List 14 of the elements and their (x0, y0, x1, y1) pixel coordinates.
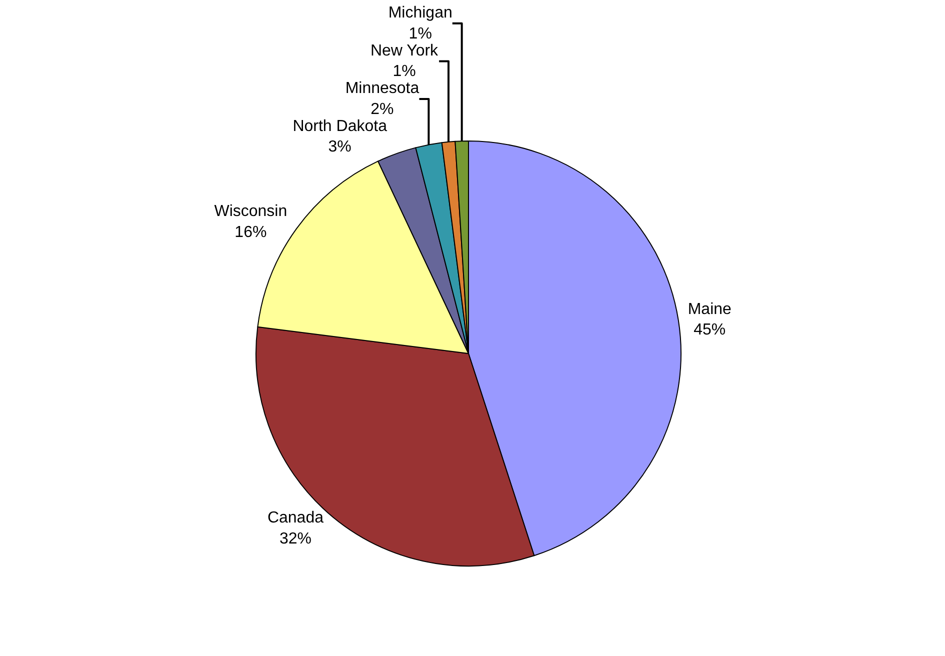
data-label: 3% (328, 138, 352, 156)
slice-label: North Dakota (292, 118, 388, 135)
data-label: 2% (370, 100, 394, 118)
slice-label: Wisconsin (214, 203, 288, 220)
data-label: 16% (234, 224, 267, 241)
data-label: 45% (694, 322, 726, 339)
slice-label: Minnesota (345, 80, 420, 98)
data-label: 1% (408, 25, 432, 42)
slice-label: Maine (688, 300, 732, 318)
slice-label: New York (370, 42, 440, 60)
data-label: 32% (279, 530, 312, 548)
slice-label: Michigan (388, 4, 452, 22)
data-label: 1% (392, 63, 416, 80)
slice-label: Canada (267, 510, 324, 527)
